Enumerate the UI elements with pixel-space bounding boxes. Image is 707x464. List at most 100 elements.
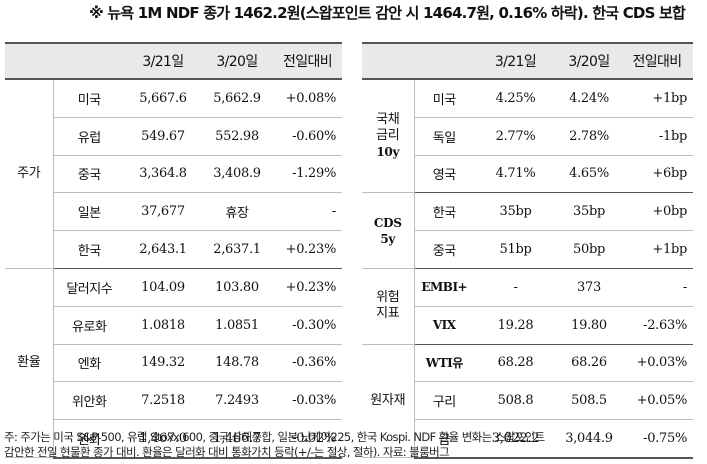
value-change: +0bp [621, 192, 693, 232]
group-label-line: CDS [373, 215, 402, 230]
value-previous: 148.78 [201, 344, 273, 383]
table-row: 영국 4.71% 4.65% +6bp [362, 155, 693, 194]
table-row: VIX 19.28 19.80 -2.63% [362, 306, 693, 345]
headline: ※ 뉴욕 1M NDF 종가 1462.2원(스왑포인트 감안 시 1464.7… [89, 4, 686, 22]
row-label: 중국 [53, 155, 125, 194]
value-current: 68.28 [474, 344, 557, 383]
table-row: 중국 51bp 50bp +1bp [362, 230, 693, 269]
value-previous: 508.5 [557, 381, 621, 421]
table-row: 주가 미국 5,667.6 5,662.9 +0.08% [5, 79, 342, 269]
row-label: VIX [414, 306, 474, 345]
value-current: 2,643.1 [125, 230, 201, 269]
row-label: 중국 [414, 230, 474, 269]
row-label: 미국 [53, 79, 125, 118]
group-label: CDS 5y [362, 192, 415, 269]
table-row: 위험 지표 EMBI+ - 373 - [362, 268, 693, 345]
row-label: WTI유 [414, 344, 474, 383]
group-label-line: 지표 [376, 306, 400, 322]
value-current: 549.67 [125, 117, 201, 156]
table-row: 금 3,022.2 3,044.9 -0.75% [362, 419, 693, 459]
row-label: 유럽 [53, 117, 125, 156]
value-current: - [474, 268, 557, 307]
row-label: EMBI+ [414, 268, 474, 307]
group-label-line: 국채 [376, 111, 400, 127]
header-group [5, 42, 53, 80]
row-label: 달러지수 [53, 268, 125, 307]
value-current: 51bp [474, 230, 557, 269]
group-label-line: 금리 [376, 127, 400, 143]
header-date-current: 3/21일 [474, 42, 557, 80]
value-change: -1bp [621, 117, 693, 156]
value-current: 3,022.2 [474, 419, 557, 459]
table-row: 원화 1,467.0 1,466.7 -0.02% [5, 419, 342, 459]
row-label: 유로화 [53, 306, 125, 345]
value-previous: 2.78% [557, 117, 621, 156]
value-current: 3,364.8 [125, 155, 201, 194]
header-row: 3/21일 3/20일 전일대비 [5, 42, 342, 80]
row-label: 영국 [414, 155, 474, 194]
value-current: 104.09 [125, 268, 201, 307]
value-change: -0.75% [621, 419, 693, 459]
group-label: 국채 금리 10y [362, 79, 415, 194]
group-label: 주가 [5, 79, 54, 269]
value-current: 149.32 [125, 344, 201, 383]
footnote-line: 감안한 전일 현물환 종가 대비. 환율은 달러화 대비 통화가치 등락(+/-… [4, 445, 450, 459]
footnote: 주: 주가는 미국 S&P 500, 유럽 Stoxx 600, 중국 상해종합… [4, 430, 704, 460]
value-current: 4.25% [474, 79, 557, 118]
value-current: 4.71% [474, 155, 557, 194]
value-change: +0.03% [621, 344, 693, 383]
value-previous: 휴장 [201, 192, 273, 232]
value-previous: 35bp [557, 192, 621, 232]
value-change: +6bp [621, 155, 693, 194]
table-row: 한국 2,643.1 2,637.1 +0.23% [5, 230, 342, 269]
value-change: +0.08% [273, 79, 342, 118]
value-previous: 19.80 [557, 306, 621, 345]
group-label-line: 5y [380, 231, 396, 246]
group-label-line: 위험 [376, 290, 400, 306]
row-label: 한국 [414, 192, 474, 232]
value-change: +0.23% [273, 268, 342, 307]
row-label: 독일 [414, 117, 474, 156]
value-current: 5,667.6 [125, 79, 201, 118]
value-previous: 3,408.9 [201, 155, 273, 194]
group-label: 위험 지표 [362, 268, 415, 345]
row-label: 금 [414, 419, 474, 459]
value-previous: 103.80 [201, 268, 273, 307]
value-current: 508.8 [474, 381, 557, 421]
value-change: -0.36% [273, 344, 342, 383]
table-row: 유럽 549.67 552.98 -0.60% [5, 117, 342, 156]
table-row: 유로화 1.0818 1.0851 -0.30% [5, 306, 342, 345]
header-change: 전일대비 [621, 42, 693, 80]
market-table-right: 3/21일 3/20일 전일대비 국채 금리 10y 미국 4.25% 4.24… [362, 42, 693, 459]
value-current: 37,677 [125, 192, 201, 232]
value-current: 19.28 [474, 306, 557, 345]
header-label [414, 42, 474, 80]
row-label: 일본 [53, 192, 125, 232]
group-label: 환율 [5, 268, 54, 459]
row-label: 구리 [414, 381, 474, 421]
value-previous: 5,662.9 [201, 79, 273, 118]
table-row: 위안화 7.2518 7.2493 -0.03% [5, 381, 342, 421]
value-current: 1.0818 [125, 306, 201, 345]
value-current: 35bp [474, 192, 557, 232]
row-label: 엔화 [53, 344, 125, 383]
value-change: -1.29% [273, 155, 342, 194]
value-change: -2.63% [621, 306, 693, 345]
value-current: 1,467.0 [125, 419, 201, 459]
value-previous: 7.2493 [201, 381, 273, 421]
value-previous: 1.0851 [201, 306, 273, 345]
row-label: 위안화 [53, 381, 125, 421]
value-previous: 4.65% [557, 155, 621, 194]
value-change: -0.60% [273, 117, 342, 156]
value-change: -0.30% [273, 306, 342, 345]
market-table-left: 3/21일 3/20일 전일대비 주가 미국 5,667.6 5,662.9 +… [5, 42, 342, 459]
header-group [362, 42, 414, 80]
value-previous: 373 [557, 268, 621, 307]
header-date-current: 3/21일 [125, 42, 201, 80]
table-row: 원자재 WTI유 68.28 68.26 +0.03% [362, 344, 693, 459]
table-row: 구리 508.8 508.5 +0.05% [362, 381, 693, 421]
table-row: 엔화 149.32 148.78 -0.36% [5, 344, 342, 383]
value-change: +1bp [621, 230, 693, 269]
header-date-previous: 3/20일 [201, 42, 273, 80]
value-previous: 552.98 [201, 117, 273, 156]
